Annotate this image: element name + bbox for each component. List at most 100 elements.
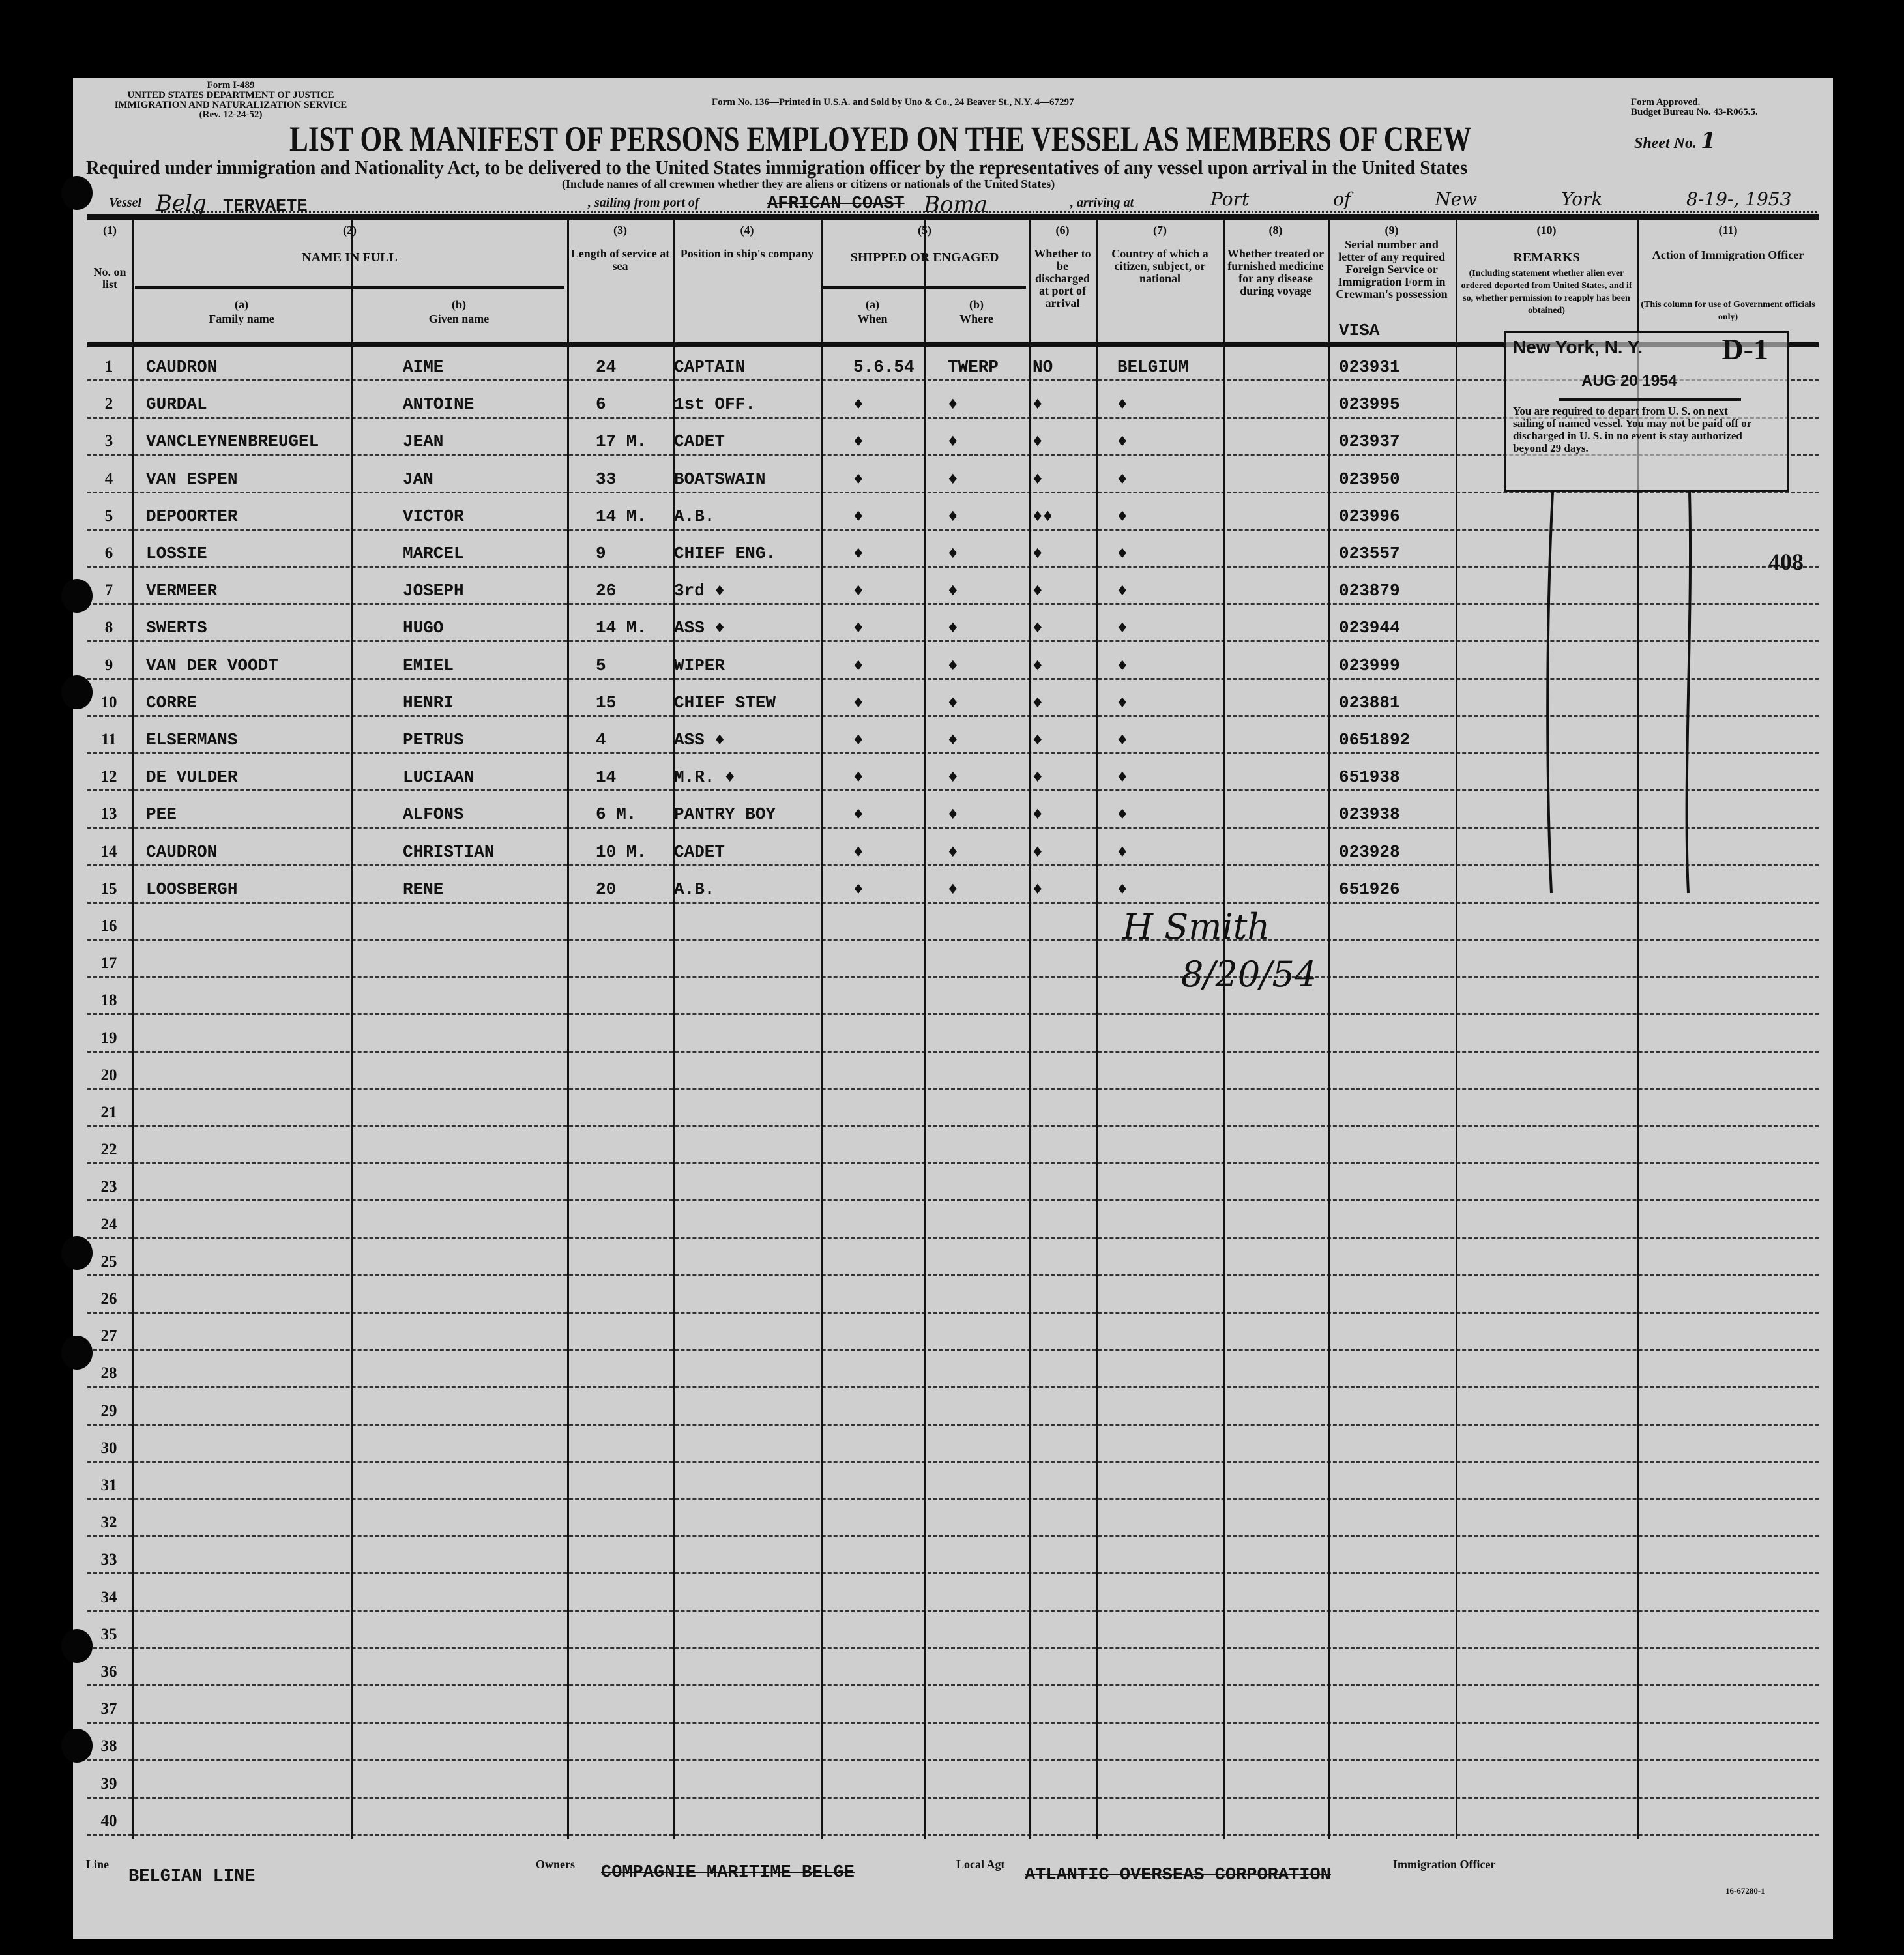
cell-when: ♦ — [853, 767, 864, 787]
cell-family: CORRE — [146, 692, 198, 713]
cell-discharged: ♦ — [1033, 469, 1043, 489]
column-number: (10) — [1536, 224, 1557, 237]
cell-position: 3rd ♦ — [674, 581, 725, 601]
cell-family: GURDAL — [146, 394, 207, 415]
cell-serial: 023879 — [1339, 581, 1400, 601]
cell-length: 24 — [596, 357, 617, 377]
cell-family: ELSERMANS — [146, 730, 238, 750]
cell-given: CHRISTIAN — [403, 842, 495, 862]
cell-where: ♦ — [948, 692, 958, 713]
cell-serial: 023881 — [1339, 692, 1400, 713]
cell-country: ♦ — [1117, 730, 1128, 750]
punch-hole — [61, 1729, 93, 1763]
stamp-rule — [1559, 398, 1741, 401]
cell-when: ♦ — [853, 804, 864, 825]
cell-position: WIPER — [674, 655, 725, 675]
cell-family: VERMEER — [146, 581, 218, 601]
sheet-number: Sheet No. 1 — [1634, 128, 1716, 156]
cell-serial: 023999 — [1339, 655, 1400, 675]
arriving-port-handwritten: Port of New York — [1210, 188, 1603, 210]
row-number: 12 — [100, 768, 117, 786]
cell-country: ♦ — [1117, 655, 1128, 675]
column-header: Length of service at sea — [570, 247, 670, 272]
column-header: Whether treated or furnished medicine fo… — [1227, 247, 1325, 297]
form-code: 16-67280-1 — [1725, 1886, 1765, 1896]
table-row: 5 DEPOORTER VICTOR 14 M. A.B. ♦ ♦ ♦♦ ♦ 023996 — [87, 492, 1819, 531]
cell-serial: 023950 — [1339, 469, 1400, 489]
cell-serial: 023996 — [1339, 506, 1400, 526]
table-row-empty: 35 — [87, 1610, 1819, 1649]
cell-position: CADET — [674, 842, 725, 862]
cell-when: ♦ — [853, 842, 864, 862]
table-row-empty: 36 — [87, 1647, 1819, 1686]
table-row-empty: 26 — [87, 1274, 1819, 1314]
cell-discharged: ♦ — [1033, 544, 1043, 563]
table-row: 4 VAN ESPEN JAN 33 BOATSWAIN ♦ ♦ ♦ ♦ 023950 — [87, 454, 1819, 493]
column-divider — [821, 220, 823, 1839]
cell-serial: 023938 — [1339, 804, 1400, 825]
subcolumn-number: (b) — [452, 298, 466, 311]
cell-position: PANTRY BOY — [674, 804, 776, 825]
table-row: 12 DE VULDER LUCIAAN 14 M.R. ♦ ♦ ♦ ♦ ♦ 651938 — [87, 752, 1819, 792]
cell-country: ♦ — [1117, 842, 1128, 862]
sailing-label: , sailing from port of — [588, 196, 699, 210]
cell-when: 5.6.54 — [853, 357, 915, 377]
table-row: 2 GURDAL ANTOINE 6 1st OFF. ♦ ♦ ♦ ♦ 023995 — [87, 379, 1819, 419]
printer-line: Form No. 136—Printed in U.S.A. and Sold … — [712, 97, 1074, 108]
cell-given: JEAN — [403, 432, 444, 452]
cell-discharged: ♦ — [1033, 432, 1043, 452]
cell-length: 5 — [596, 655, 606, 675]
sheet-value: 1 — [1701, 128, 1716, 154]
cell-where: ♦ — [948, 581, 958, 601]
punch-hole — [61, 176, 93, 210]
table-row-empty: 38 — [87, 1722, 1819, 1761]
dept-line: UNITED STATES DEPARTMENT OF JUSTICE — [127, 90, 334, 100]
table-row-empty: 23 — [87, 1162, 1819, 1202]
subcolumn-header: Family name — [209, 312, 274, 325]
stamp-code: D-1 — [1721, 332, 1768, 366]
cell-when: ♦ — [853, 581, 864, 601]
column-number: (4) — [740, 224, 754, 237]
stamp-city: New York, N. Y. — [1513, 337, 1643, 357]
immigration-stamp: New York, N. Y. D-1 AUG 20 1954 You are … — [1504, 331, 1789, 492]
column-number: (1) — [103, 224, 117, 237]
punch-hole — [61, 579, 93, 613]
row-number: 15 — [100, 879, 117, 898]
cell-serial: 023928 — [1339, 842, 1400, 862]
column-divider — [1328, 220, 1330, 1839]
cell-where: ♦ — [948, 842, 958, 862]
column-number: (8) — [1268, 224, 1283, 237]
owners-value: COMPAGNIE MARITIME BELGE — [601, 1863, 855, 1883]
voyage-line: Vessel Belg TERVAETE , sailing from port… — [109, 188, 1817, 218]
cell-given: PETRUS — [403, 730, 464, 750]
row-number: 1 — [104, 358, 113, 375]
row-number: 38 — [100, 1737, 117, 1756]
cell-length: 6 M. — [596, 804, 637, 825]
row-number: 24 — [100, 1215, 117, 1233]
row-number: 5 — [104, 507, 113, 525]
cell-position: M.R. ♦ — [674, 767, 735, 787]
cell-discharged: ♦ — [1033, 618, 1043, 638]
cell-country: ♦ — [1117, 581, 1128, 601]
column-header: NAME IN FULL — [302, 250, 398, 265]
row-number: 20 — [100, 1066, 117, 1084]
row-number: 31 — [100, 1477, 117, 1494]
cell-family: CAUDRON — [146, 357, 218, 377]
column-number: (3) — [613, 224, 627, 237]
table-row-empty: 33 — [87, 1535, 1819, 1575]
cell-discharged: ♦ — [1033, 730, 1043, 750]
crew-table: (1) No. on list (2) NAME IN FULL (a) Family n… — [87, 214, 1819, 1839]
row-number: 8 — [104, 619, 113, 637]
table-row-empty: 24 — [87, 1200, 1819, 1239]
approval-block: Form Approved. Budget Bureau No. 43-R065… — [1631, 98, 1758, 117]
cell-serial: 023557 — [1339, 544, 1400, 563]
cell-length: 33 — [596, 469, 617, 489]
cell-country: ♦ — [1117, 767, 1128, 787]
cell-where: ♦ — [948, 506, 958, 526]
subcolumn-number: (b) — [969, 298, 984, 311]
cell-position: CAPTAIN — [674, 357, 746, 377]
table-row: 6 LOSSIE MARCEL 9 CHIEF ENG. ♦ ♦ ♦ ♦ 023557 — [87, 529, 1819, 568]
table-row-empty: 32 — [87, 1498, 1819, 1538]
sailing-port: AFRICAN COAST — [767, 194, 905, 214]
row-number: 11 — [101, 731, 117, 748]
